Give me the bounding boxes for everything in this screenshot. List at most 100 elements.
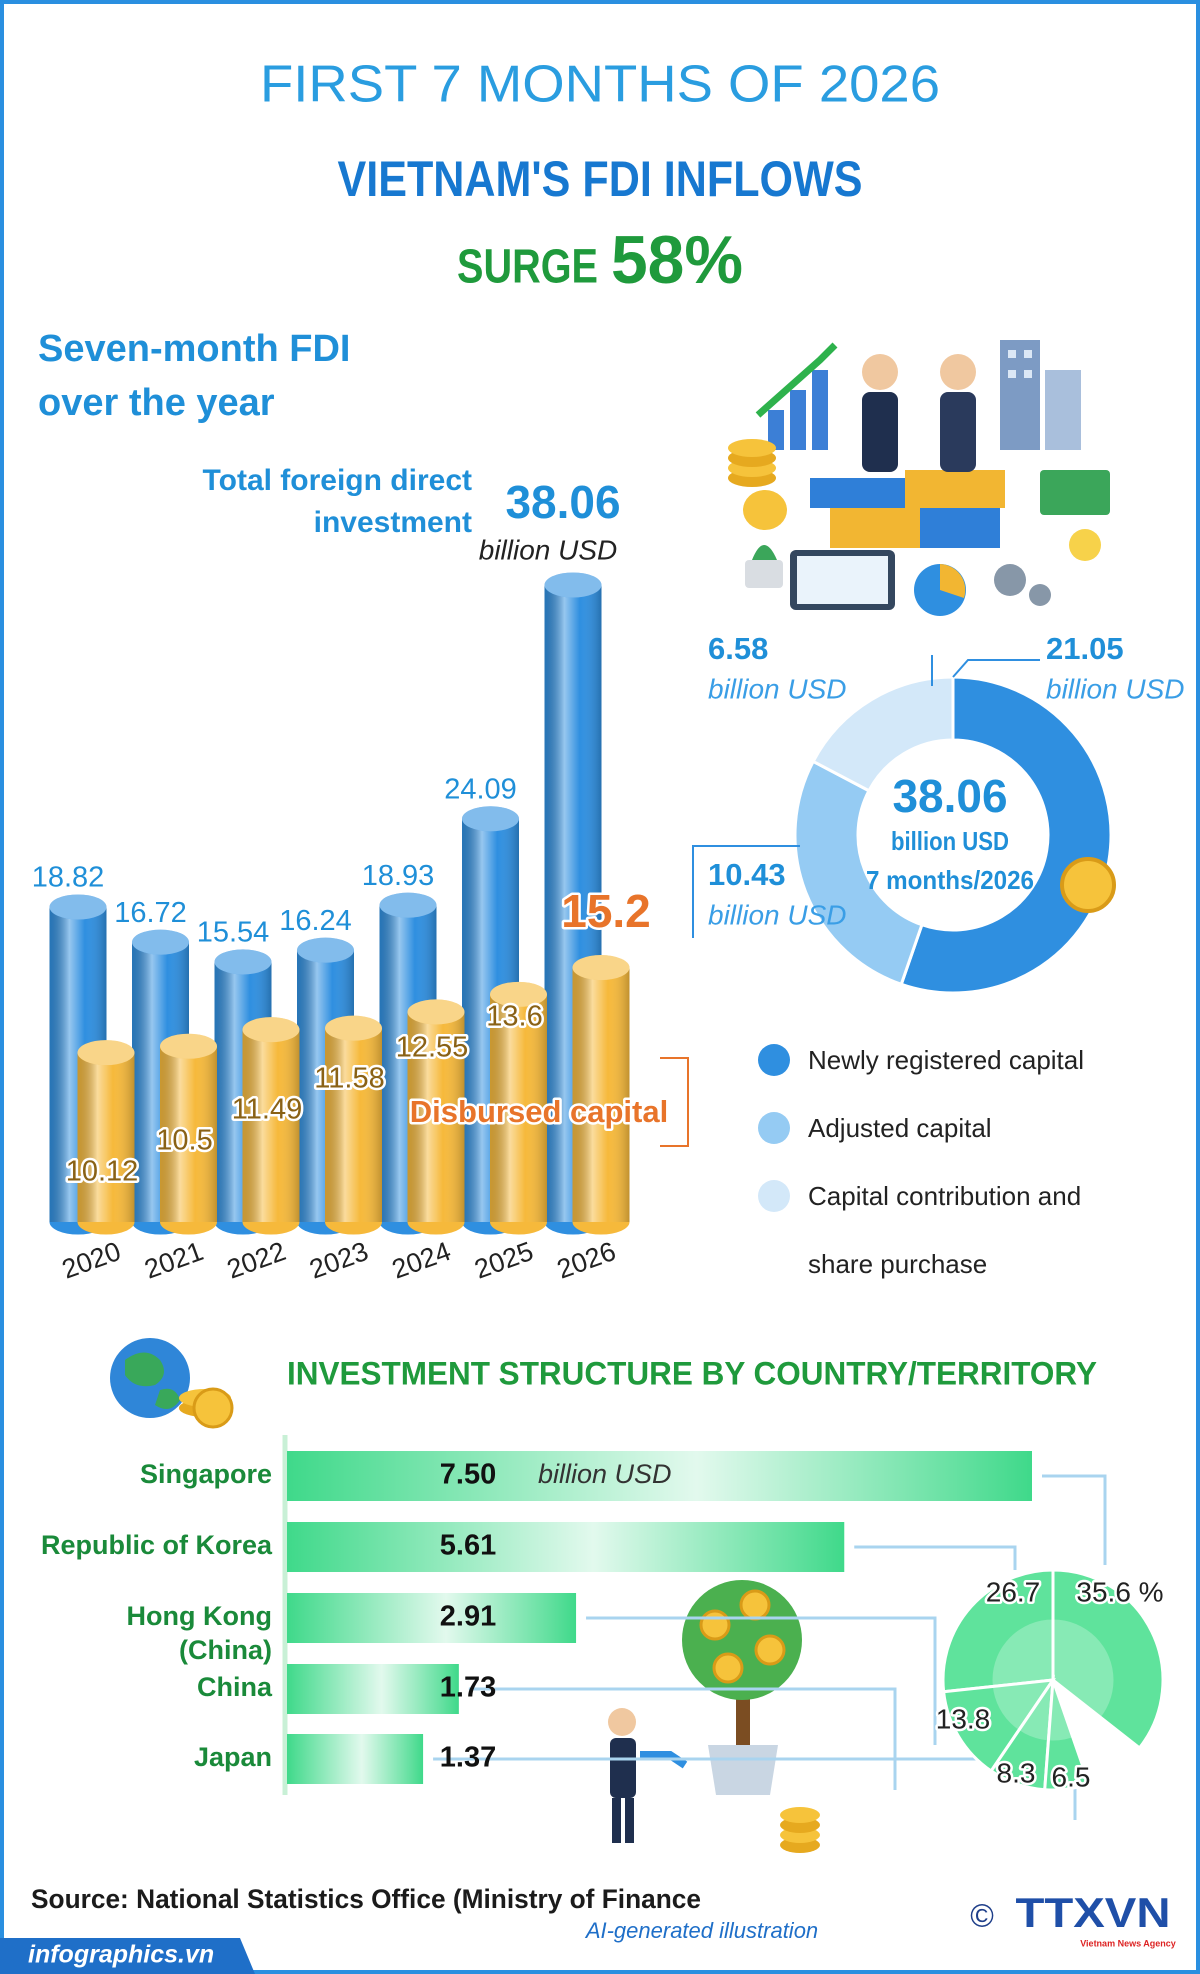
bar-shine [407, 1011, 465, 1222]
value-unit: billion USD [538, 1459, 672, 1489]
bar-cap [297, 937, 354, 963]
category-label: Japan [193, 1742, 272, 1772]
pie-label: 8.3 [997, 1757, 1036, 1788]
bar-shine [287, 1451, 1032, 1501]
category-label: Republic of Korea [40, 1530, 272, 1560]
bar-cap [462, 806, 519, 832]
illustration-handshake [728, 340, 1110, 616]
legend-marker [758, 1044, 790, 1076]
bar-shine [287, 1522, 845, 1572]
bar-cap [572, 955, 630, 981]
value-label: 16.24 [279, 905, 352, 937]
value-label: 2.91 [440, 1601, 496, 1633]
source-note: Source: National Statistics Office (Mini… [31, 1884, 701, 1914]
donut-value: 10.43 [708, 857, 786, 892]
pie-slice [1051, 1568, 1165, 1751]
category-label: China [196, 1672, 272, 1702]
agency-logo: TTXVN [1016, 1889, 1171, 1936]
bar-cap [49, 894, 107, 920]
legend-label: Newly registered capital [808, 1045, 1085, 1075]
pie-slice [1043, 1679, 1091, 1792]
bar-cap [77, 1040, 135, 1066]
bar-cap-light [49, 894, 107, 920]
illustration-globe [110, 1338, 234, 1429]
value-label: 1.73 [440, 1672, 496, 1704]
value-label: 12.55 [396, 1032, 469, 1064]
bar-cap-light [407, 999, 465, 1025]
leader-line [952, 659, 1040, 678]
chart-title: Seven-month FDI over the year [38, 328, 351, 424]
bar-cap [132, 929, 189, 955]
pie-label: 13.8 [936, 1703, 991, 1734]
value-unit: billion USD [479, 534, 618, 565]
value-label: 13.6 [486, 1001, 542, 1033]
legend-label: Capital contribution and share purchase [808, 1181, 1082, 1279]
website-tab [0, 1938, 255, 1974]
donut-segment [899, 675, 1113, 995]
bar-cap-light [325, 1015, 382, 1041]
pie-label: 6.5 [1052, 1761, 1091, 1792]
bar-shine [490, 994, 547, 1222]
ai-note: AI-generated illustration [584, 1918, 818, 1943]
bar-cap [242, 1017, 300, 1043]
donut-value: 21.05 [1046, 631, 1124, 666]
header-surge-word: SURGE [457, 241, 598, 294]
category-label: Hong Kong (China) [126, 1601, 272, 1665]
pie-label: 35.6 % [1076, 1576, 1163, 1607]
bar-cap-light [132, 929, 189, 955]
bar-cap [214, 949, 272, 975]
website: infographics.vn [28, 1941, 214, 1969]
value-label: 18.82 [32, 862, 105, 894]
value-label: 15.54 [197, 917, 270, 949]
bar-shine [287, 1734, 424, 1784]
value-label: 11.49 [232, 1094, 302, 1126]
legend-marker [758, 1180, 790, 1212]
donut-unit: billion USD [1046, 673, 1185, 704]
bar-cap-light [160, 1033, 217, 1059]
value-label: 5.61 [440, 1530, 496, 1562]
bar-cap [160, 1033, 217, 1059]
bar-cap-light [242, 1017, 300, 1043]
value-label: 7.50 [440, 1459, 496, 1491]
bar-cap [325, 1015, 382, 1041]
copyright: © [970, 1897, 994, 1933]
bar-cap-light [462, 806, 519, 832]
bar-cap-light [379, 892, 437, 918]
donut-unit: billion USD [708, 899, 847, 930]
connector-line [1042, 1474, 1107, 1565]
series-name: Total foreign direct investment [202, 464, 472, 539]
donut-segment [811, 675, 955, 793]
value-label-disbursed: 15.2 [561, 885, 651, 937]
category-label: Singapore [139, 1459, 272, 1489]
bar-cap [407, 999, 465, 1025]
bar-shine [242, 1029, 300, 1222]
bar-shine [77, 1052, 135, 1222]
series-name: Disbursed capital [410, 1094, 668, 1129]
bar-cap-light [572, 955, 630, 981]
header-line2: VIETNAM'S FDI INFLOWS [338, 151, 863, 207]
value-label: 10.12 [66, 1156, 139, 1188]
pie-slice [941, 1678, 1057, 1774]
value-label: 18.93 [362, 860, 435, 892]
bar-cap-light [490, 981, 547, 1007]
bar-cap-light [544, 572, 602, 598]
header-line1: FIRST 7 MONTHS OF 2026 [260, 56, 940, 114]
value-label: 11.58 [314, 1063, 384, 1095]
dollar-coin [1060, 857, 1116, 913]
agency-full: Vietnam News Agency [1080, 1938, 1176, 1948]
value-label: 24.09 [444, 773, 517, 805]
legend-label: Adjusted capital [808, 1113, 992, 1143]
bar-cap-light [77, 1040, 135, 1066]
connector-line [586, 1616, 937, 1745]
pie-label: 26.7 [986, 1576, 1041, 1607]
donut-value: 6.58 [708, 631, 768, 666]
header-surge-value: 58% [611, 222, 743, 298]
bar-shine [160, 1046, 217, 1222]
value-label: 16.72 [114, 897, 187, 929]
value-label-total: 38.06 [505, 476, 620, 528]
bar-cap-light [297, 937, 354, 963]
legend-marker [758, 1112, 790, 1144]
